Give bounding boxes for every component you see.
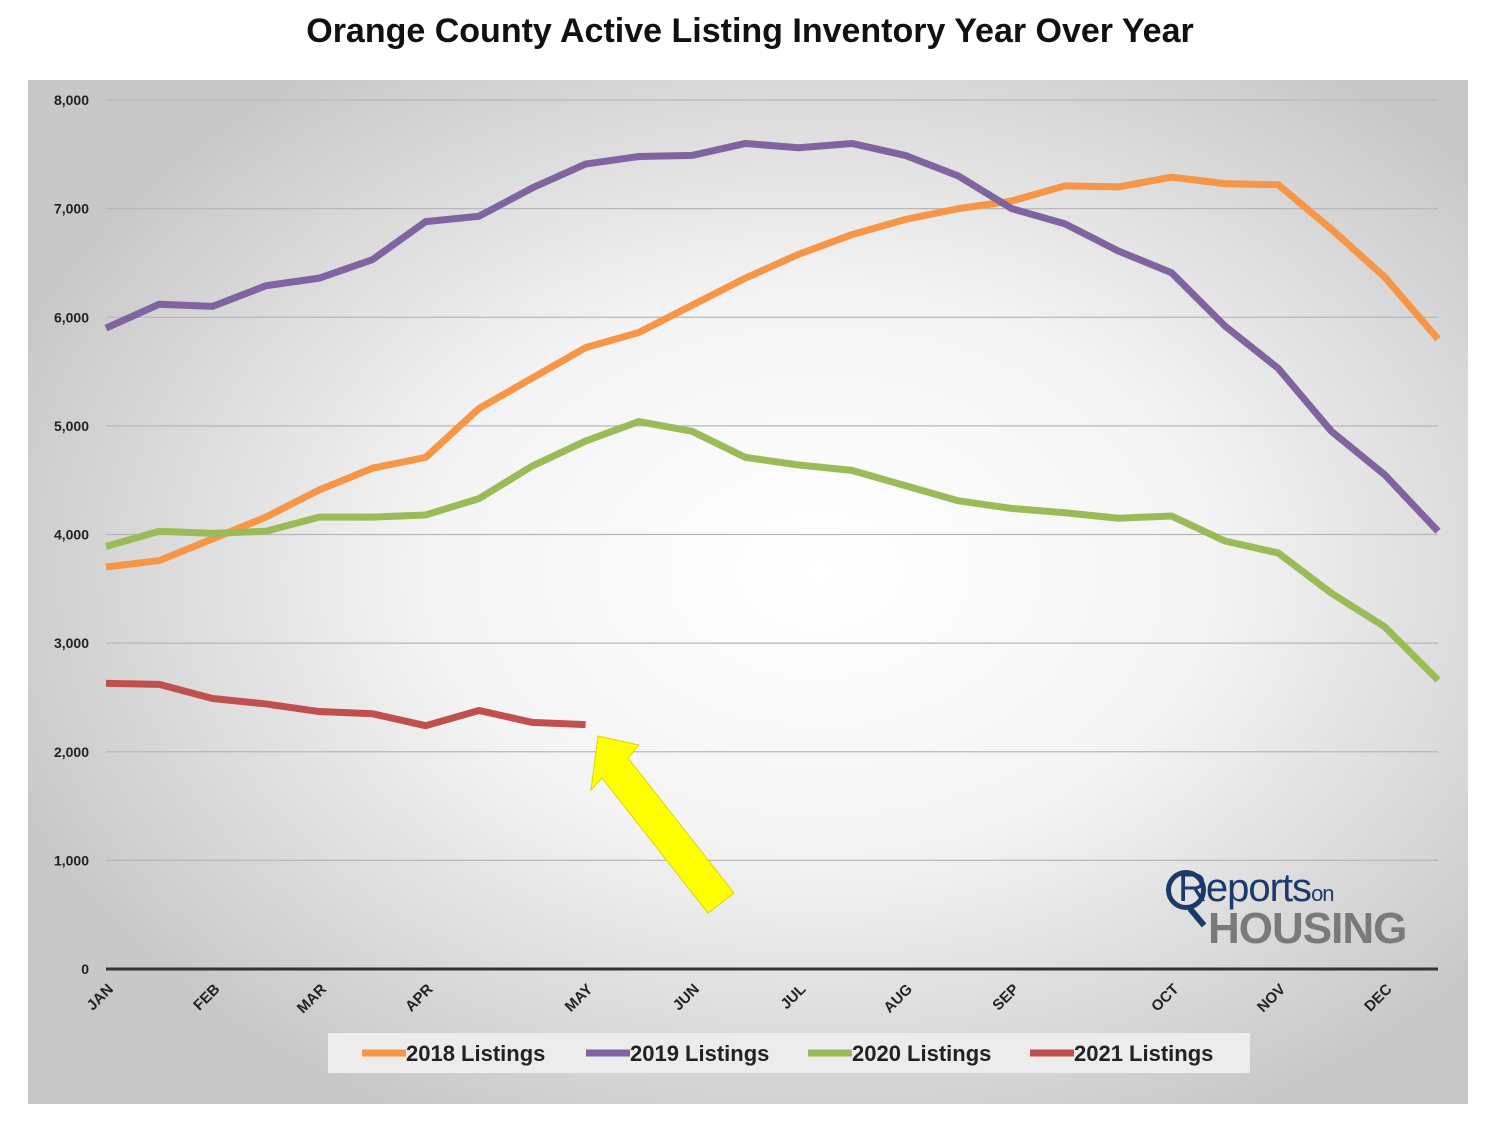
chart-title: Orange County Active Listing Inventory Y… [306, 12, 1194, 50]
y-tick-label: 5,000 [54, 418, 89, 434]
logo-reports-text: Reportson [1178, 866, 1335, 911]
y-tick-label: 6,000 [54, 309, 89, 325]
legend-label: 2020 Listings [852, 1041, 991, 1066]
legend-box [328, 1033, 1250, 1073]
y-tick-label: 4,000 [54, 527, 89, 543]
plot-background [28, 80, 1468, 1104]
legend-label: 2021 Listings [1074, 1041, 1213, 1066]
series-line-2018-listings [105, 173, 1441, 571]
reports-on-housing-logo: Reportson HOUSING [1160, 862, 1420, 962]
y-tick-label: 1,000 [54, 852, 89, 868]
y-tick-label: 2,000 [54, 744, 89, 760]
series-line-2019-listings [104, 139, 1441, 534]
highlight-arrow [590, 735, 735, 914]
series-line-2021-listings [105, 679, 586, 730]
y-tick-label: 8,000 [54, 92, 89, 108]
magnifier-icon [1166, 870, 1206, 910]
legend-label: 2018 Listings [406, 1041, 545, 1066]
y-tick-label: 0 [81, 961, 89, 977]
logo-on-word: on [1311, 881, 1335, 906]
logo-reports-word: Reports [1178, 866, 1312, 910]
legend-label: 2019 Listings [630, 1041, 769, 1066]
logo-housing-text: HOUSING [1208, 904, 1407, 953]
y-tick-label: 7,000 [54, 201, 89, 217]
series-line-2020-listings [105, 418, 1441, 683]
y-tick-label: 3,000 [54, 635, 89, 651]
